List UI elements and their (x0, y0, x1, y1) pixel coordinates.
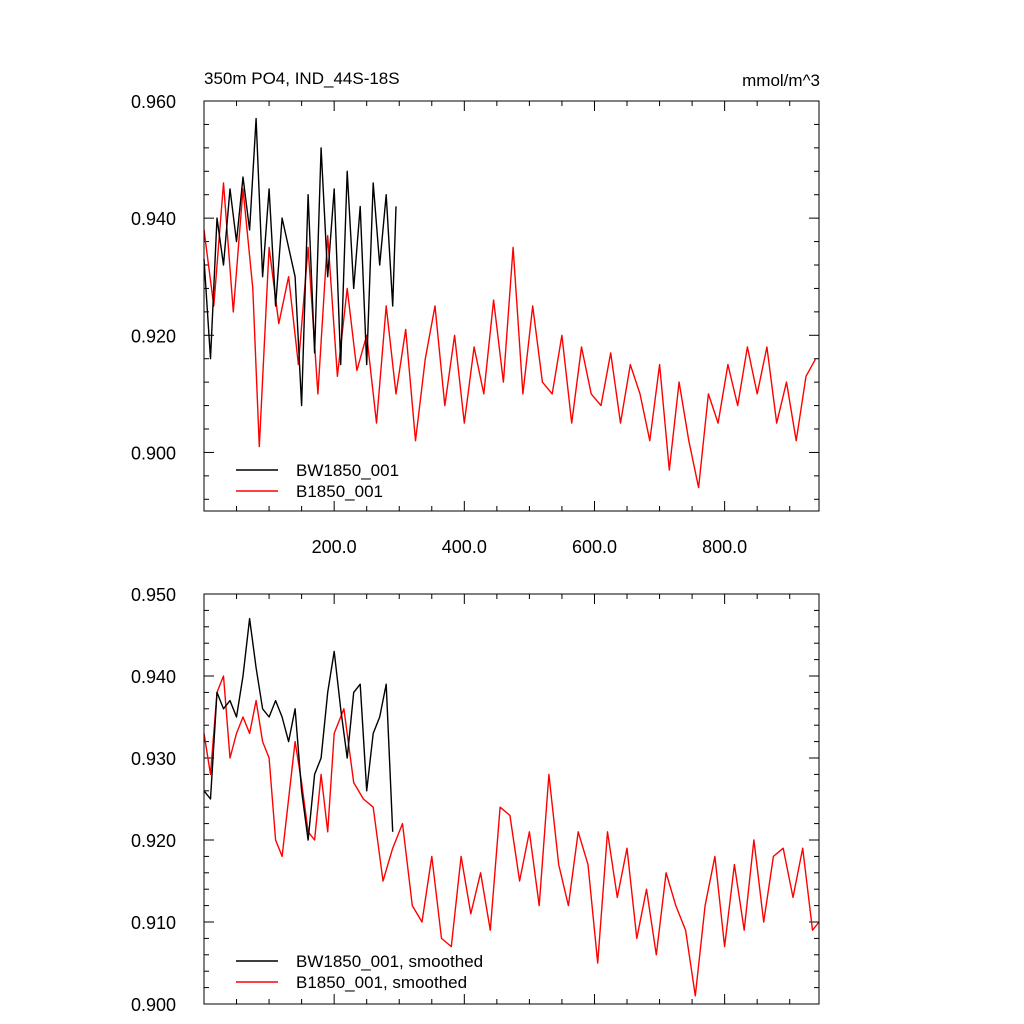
series-line-b1850-001-smoothed (203, 675, 820, 997)
chart-title: 350m PO4, IND_44S-18S (204, 69, 400, 88)
bottom-panel: 0.900 0.910 0.920 0.930 0.940 0.950 BW1850_00… (131, 585, 820, 1015)
series-line-b1850-001 (203, 182, 817, 489)
series-line-bw1850-001-smoothed (203, 617, 394, 841)
x-tick-label: 400.0 (442, 537, 487, 557)
legend: BW1850_001, smoothed B1850_001, smoothed (236, 952, 483, 992)
series-line-bw1850-001 (203, 117, 397, 407)
units-label: mmol/m^3 (742, 71, 820, 90)
x-tick-label: 200.0 (312, 537, 357, 557)
legend-label-b1850: B1850_001 (296, 482, 383, 501)
y-tick-label: 0.930 (131, 749, 176, 769)
y-tick-label: 0.910 (131, 913, 176, 933)
top-panel: 350m PO4, IND_44S-18S mmol/m^3 0.900 0.92… (131, 69, 820, 557)
y-tick-label: 0.940 (131, 667, 176, 687)
legend: BW1850_001 B1850_001 (236, 461, 399, 501)
legend-label-bw1850-smoothed: BW1850_001, smoothed (296, 952, 483, 971)
y-tick-label: 0.920 (131, 326, 176, 346)
y-tick-label: 0.900 (131, 443, 176, 463)
y-tick-label: 0.900 (131, 995, 176, 1015)
legend-label-bw1850: BW1850_001 (296, 461, 399, 480)
plot-frame (203, 593, 820, 1005)
y-tick-label: 0.940 (131, 209, 176, 229)
x-tick-label: 600.0 (572, 537, 617, 557)
y-tick-label: 0.960 (131, 92, 176, 112)
legend-label-b1850-smoothed: B1850_001, smoothed (296, 973, 467, 992)
y-tick-label: 0.950 (131, 585, 176, 605)
y-tick-label: 0.920 (131, 831, 176, 851)
plot-frame (203, 100, 820, 512)
x-tick-label: 800.0 (702, 537, 747, 557)
